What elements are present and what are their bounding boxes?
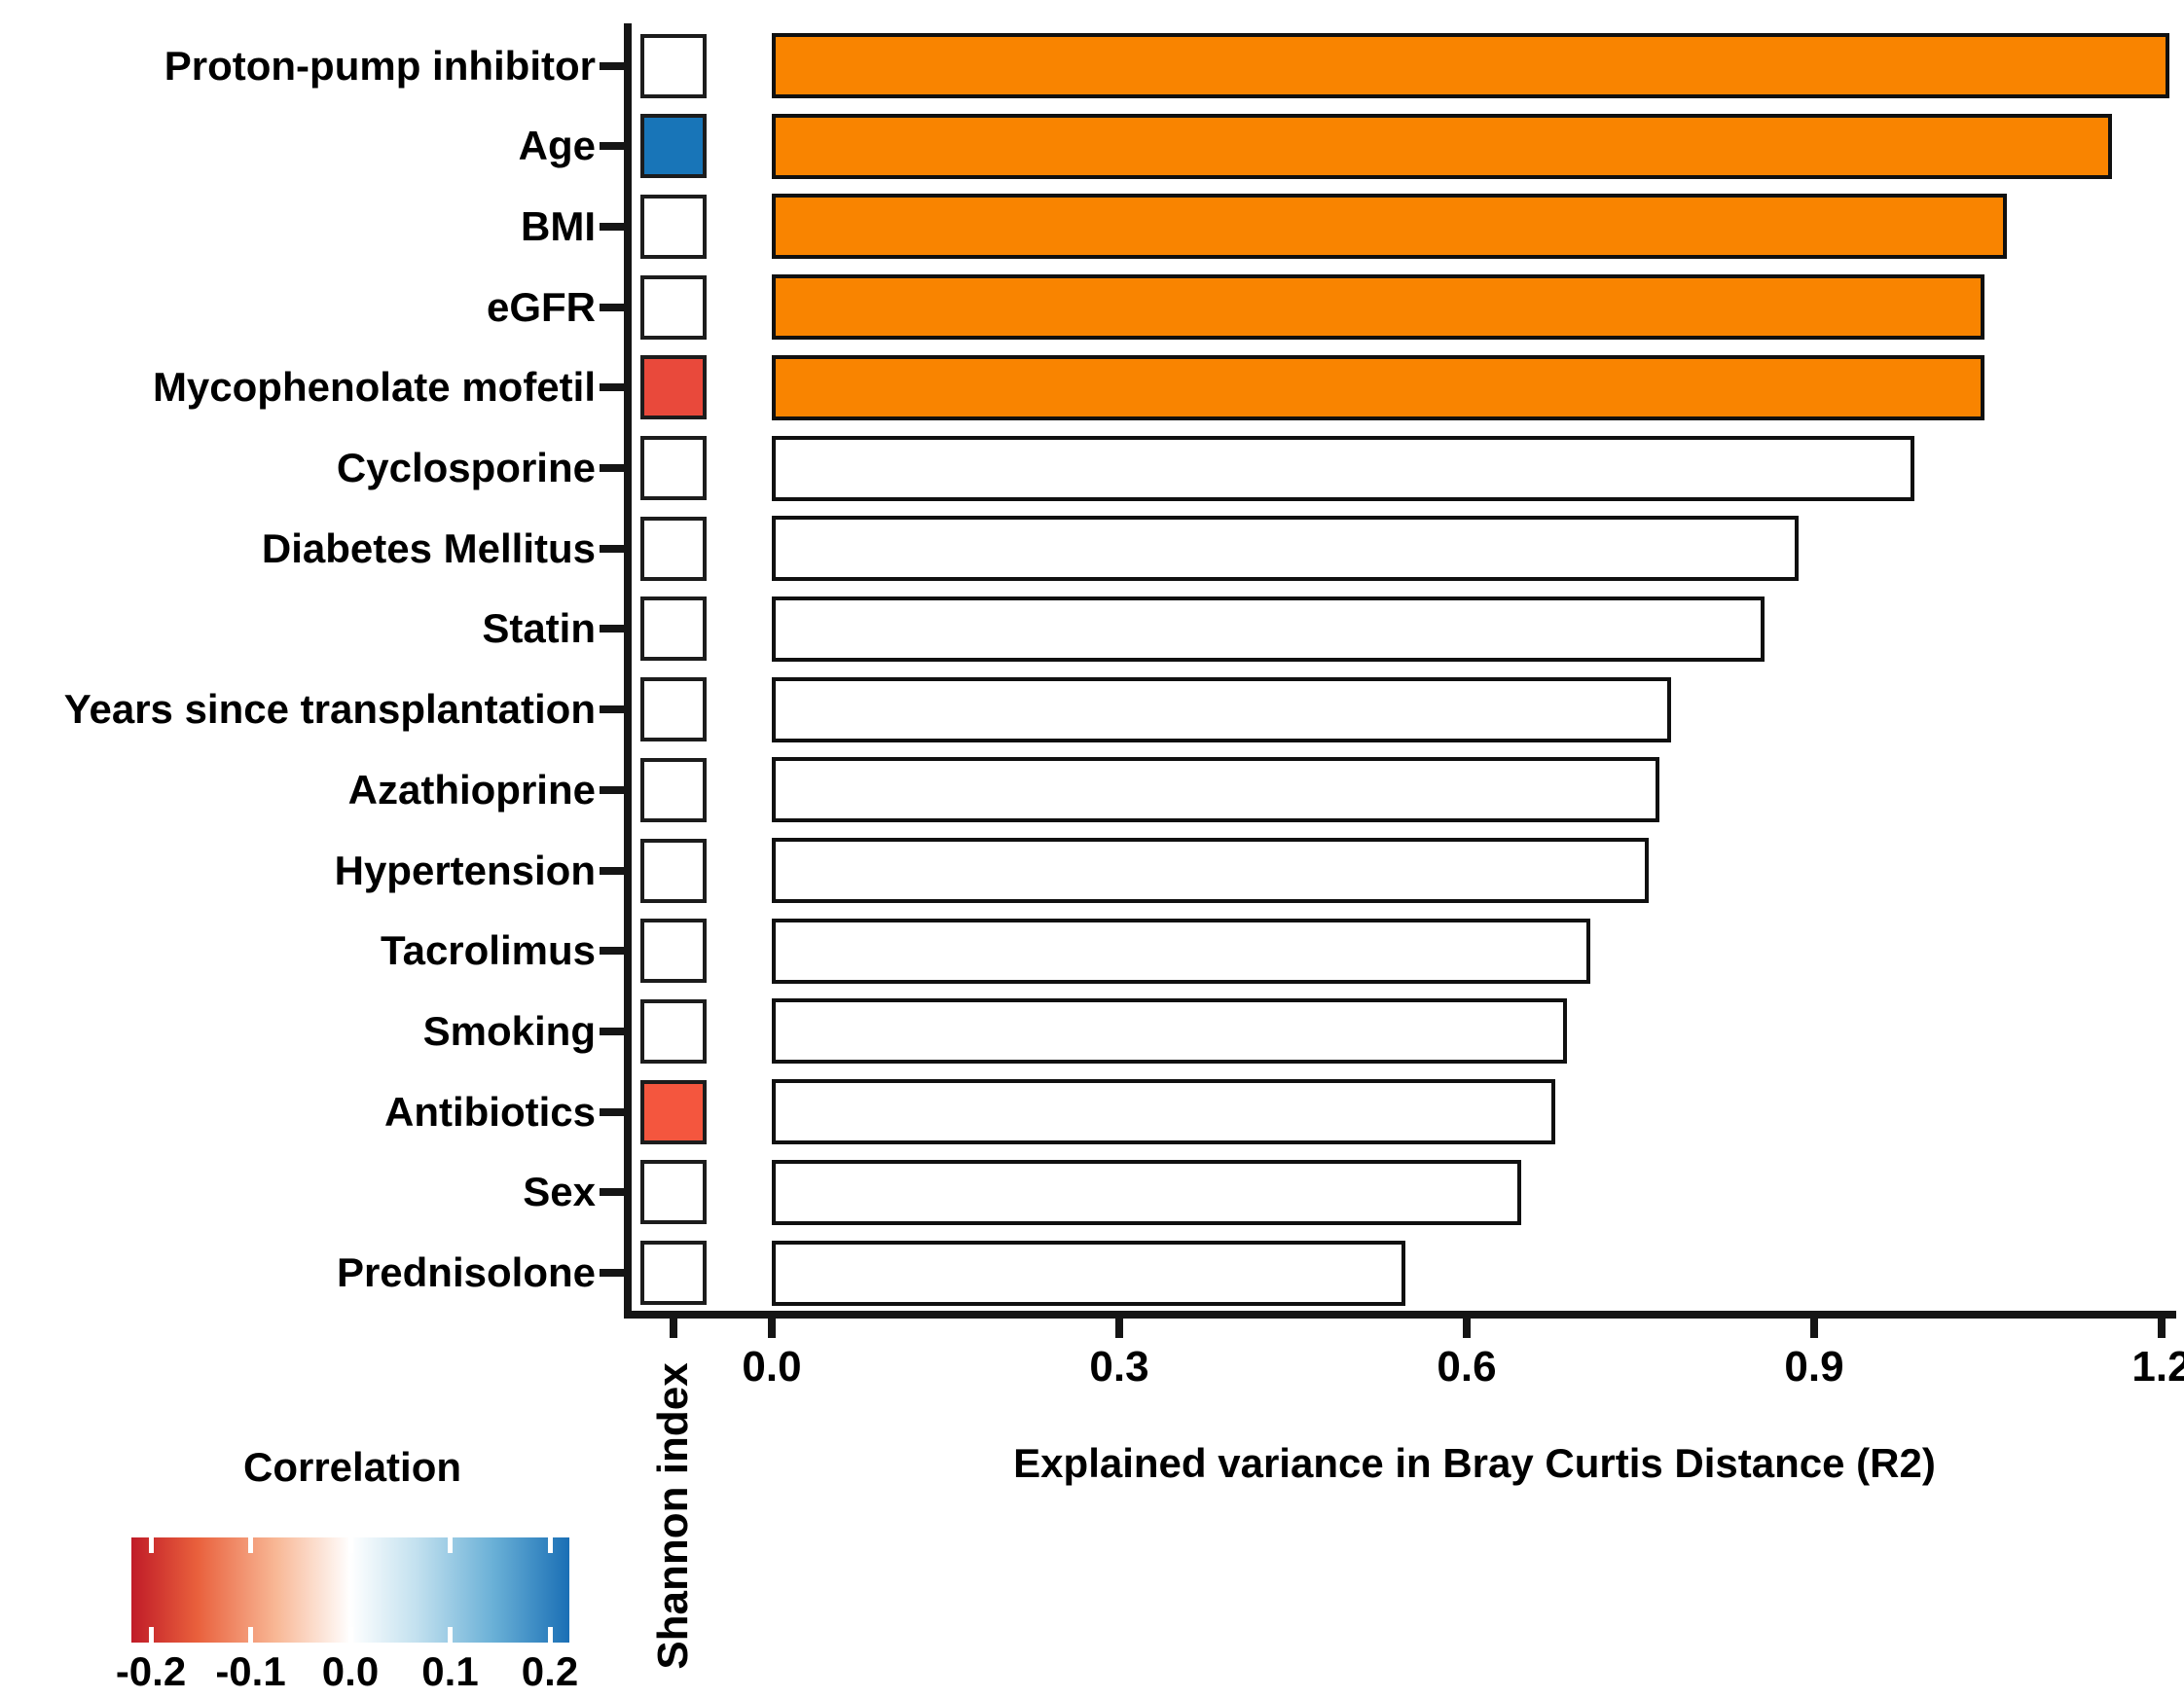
y-axis-tick — [600, 222, 625, 231]
shannon-index-square — [640, 516, 707, 581]
colorbar-tick-top — [347, 1537, 353, 1553]
shannon-index-square — [640, 1160, 707, 1225]
category-label: Years since transplantation — [63, 686, 596, 733]
r2-bar — [772, 435, 1914, 501]
y-axis-tick — [600, 785, 625, 794]
x-axis-tick — [1463, 1319, 1471, 1338]
colorbar-tick-label: -0.2 — [115, 1648, 187, 1694]
r2-bar — [772, 1240, 1405, 1306]
y-axis-tick — [600, 705, 625, 714]
category-label: Smoking — [422, 1007, 596, 1054]
category-label: Cyclosporine — [336, 445, 596, 490]
category-label: Age — [518, 123, 596, 169]
category-label: Tacrolimus — [381, 927, 596, 974]
y-axis-line — [624, 23, 632, 1319]
colorbar-tick-bottom — [347, 1627, 353, 1643]
y-axis-tick — [600, 866, 625, 875]
r2-bar — [772, 274, 1984, 341]
shannon-index-square — [640, 355, 707, 420]
colorbar-tick-bottom — [448, 1627, 453, 1643]
x-axis-tick-label: 0.9 — [1784, 1343, 1844, 1391]
shannon-index-square — [640, 1241, 707, 1305]
category-label: Statin — [482, 605, 596, 652]
x-axis-tick-label: 1.2 — [2131, 1343, 2184, 1391]
x-axis-tick-label: 0.3 — [1089, 1343, 1149, 1391]
r2-bar — [772, 354, 1984, 420]
r2-bar — [772, 596, 1765, 662]
y-axis-tick — [600, 464, 625, 472]
colorbar-tick-label: 0.0 — [321, 1648, 380, 1694]
colorbar-tick-label: -0.1 — [215, 1648, 286, 1694]
shannon-index-square — [640, 919, 707, 984]
category-label: BMI — [521, 202, 596, 249]
colorbar-tick-bottom — [547, 1627, 553, 1643]
shannon-index-column-header: Shannon index — [649, 1362, 697, 1670]
colorbar-tick-top — [248, 1537, 253, 1553]
shannon-column-tick — [670, 1319, 677, 1338]
colorbar-tick-top — [148, 1537, 154, 1553]
r2-bar — [772, 998, 1567, 1065]
y-axis-tick — [600, 1107, 625, 1116]
colorbar-tick-label: 0.1 — [421, 1648, 479, 1694]
x-axis-tick-label: 0.0 — [742, 1343, 802, 1391]
shannon-index-square — [640, 677, 707, 742]
r2-bar — [772, 113, 2112, 179]
colorbar-tick-top — [448, 1537, 453, 1553]
colorbar-tick-bottom — [148, 1627, 154, 1643]
r2-bar — [772, 757, 1659, 823]
colorbar-tick-bottom — [248, 1627, 253, 1643]
category-label: Sex — [523, 1169, 596, 1215]
y-axis-tick — [600, 61, 625, 70]
x-axis-tick — [768, 1319, 776, 1338]
r2-bar — [772, 838, 1649, 903]
r2-bar — [772, 1079, 1555, 1145]
category-label: Azathioprine — [347, 766, 596, 813]
r2-bar — [772, 918, 1590, 984]
x-axis-tick — [1115, 1319, 1123, 1338]
legend-title: Correlation — [242, 1444, 462, 1490]
category-label: Antibiotics — [384, 1088, 596, 1135]
shannon-index-square — [640, 114, 707, 179]
shannon-index-square — [640, 998, 707, 1064]
colorbar-tick-top — [547, 1537, 553, 1553]
category-label: Mycophenolate mofetil — [152, 364, 596, 411]
shannon-index-square — [640, 33, 707, 98]
r2-bar — [772, 1159, 1521, 1225]
shannon-index-square — [640, 838, 707, 903]
y-axis-tick — [600, 1188, 625, 1197]
category-label: Prednisolone — [336, 1249, 596, 1295]
shannon-index-square — [640, 596, 707, 662]
category-label: Hypertension — [334, 847, 596, 893]
y-axis-tick — [600, 383, 625, 392]
y-axis-tick — [600, 1269, 625, 1277]
r2-bar — [772, 516, 1799, 582]
x-axis-tick — [2158, 1319, 2166, 1338]
y-axis-tick — [600, 303, 625, 311]
r2-bar — [772, 194, 2007, 260]
y-axis-tick — [600, 142, 625, 151]
category-label: Diabetes Mellitus — [261, 524, 596, 571]
shannon-index-square — [640, 1079, 707, 1144]
shannon-index-square — [640, 194, 707, 259]
x-axis-tick — [1810, 1319, 1818, 1338]
colorbar-tick-label: 0.2 — [521, 1648, 579, 1694]
y-axis-tick — [600, 544, 625, 553]
x-axis-line — [624, 1311, 2176, 1319]
correlation-colorbar — [131, 1537, 569, 1643]
shannon-index-square — [640, 436, 707, 500]
r2-bar — [772, 33, 2169, 98]
y-axis-tick — [600, 947, 625, 956]
x-axis-tick-label: 0.6 — [1437, 1343, 1497, 1391]
y-axis-tick — [600, 625, 625, 633]
x-axis-title: Explained variance in Bray Curtis Distan… — [1013, 1440, 1936, 1486]
shannon-index-square — [640, 274, 707, 340]
category-label: Proton-pump inhibitor — [164, 42, 596, 89]
category-label: eGFR — [486, 283, 596, 330]
shannon-index-square — [640, 757, 707, 822]
r2-bar — [772, 676, 1671, 742]
y-axis-tick — [600, 1027, 625, 1035]
